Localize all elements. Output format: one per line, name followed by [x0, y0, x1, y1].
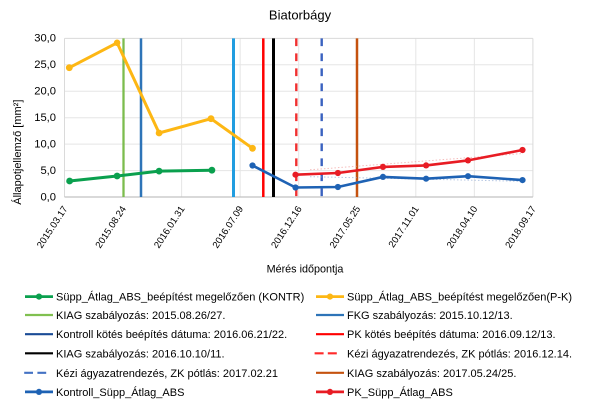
svg-text:KIAG szabályozás: 2017.05.24/2: KIAG szabályozás: 2017.05.24/25. — [347, 368, 516, 380]
svg-text:Állapotjellemző [mm²]: Állapotjellemző [mm²] — [11, 100, 24, 205]
svg-text:20,0: 20,0 — [34, 86, 56, 98]
svg-text:Kontroll kötés beépítés dátuma: Kontroll kötés beépítés dátuma: 2016.06.… — [56, 329, 287, 341]
svg-text:25,0: 25,0 — [34, 59, 56, 71]
svg-text:Süpp_Átlag_ABS_beépítést megel: Süpp_Átlag_ABS_beépítést megelőzően (KON… — [56, 291, 304, 304]
svg-text:FKG szabályozás: 2015.10.12/13: FKG szabályozás: 2015.10.12/13. — [347, 310, 513, 322]
svg-text:0,0: 0,0 — [40, 191, 56, 203]
svg-text:Biatorbágy: Biatorbágy — [269, 7, 332, 22]
svg-text:15,0: 15,0 — [34, 112, 56, 124]
svg-text:KIAG szabályozás: 2015.08.26/2: KIAG szabályozás: 2015.08.26/27. — [56, 310, 225, 322]
svg-text:Kézi ágyazatrendezés, ZK pótlá: Kézi ágyazatrendezés, ZK pótlás: 2017.02… — [56, 368, 278, 380]
svg-text:Mérés időpontja: Mérés időpontja — [267, 264, 344, 276]
svg-text:Süpp_Átlag_ABS_beépítést megel: Süpp_Átlag_ABS_beépítést megelőzően(P-K) — [347, 291, 572, 304]
svg-text:5,0: 5,0 — [40, 165, 56, 177]
svg-text:10,0: 10,0 — [34, 138, 56, 150]
svg-text:PK_Süpp_Átlag_ABS: PK_Süpp_Átlag_ABS — [347, 386, 453, 399]
svg-text:Kontroll_Süpp_Átlag_ABS: Kontroll_Süpp_Átlag_ABS — [56, 386, 184, 399]
svg-text:Kézi ágyazatrendezés, ZK pótlá: Kézi ágyazatrendezés, ZK pótlás: 2016.12… — [347, 348, 572, 360]
svg-text:KIAG szabályozás: 2016.10.10/1: KIAG szabályozás: 2016.10.10/11. — [56, 348, 225, 360]
svg-text:30,0: 30,0 — [34, 33, 56, 45]
svg-text:PK kötés beépítés dátuma: 2016: PK kötés beépítés dátuma: 2016.09.12/13. — [347, 329, 556, 341]
